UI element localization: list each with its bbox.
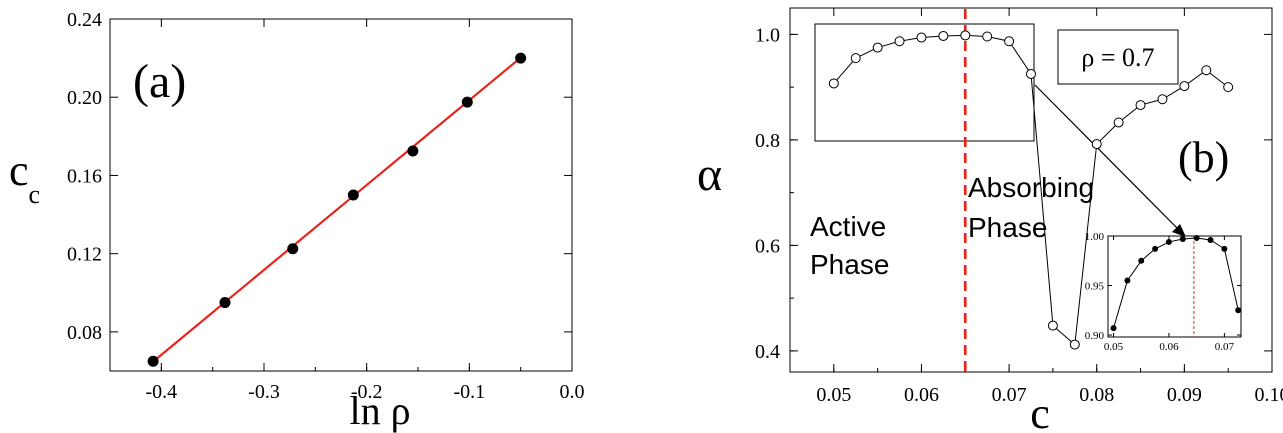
data-point (982, 31, 993, 42)
inset-data-point (1124, 277, 1131, 284)
data-point (147, 355, 159, 367)
panel-b-series (828, 30, 1234, 350)
absorbing-phase-label-2: Phase (968, 212, 1047, 243)
panel-b-frame (789, 7, 1273, 373)
inset-data-point (1207, 236, 1214, 243)
data-point (1201, 65, 1212, 76)
zoom-box (814, 23, 1035, 142)
rho-box (1057, 29, 1179, 85)
panel-a-x-tick-label: -0.2 (351, 381, 383, 403)
rho-label: ρ = 0.7 (1081, 43, 1154, 72)
panel-b-y-tick-label: 0.6 (755, 235, 780, 257)
data-point (872, 42, 883, 53)
panel-a-x-tick-label: 0.0 (560, 381, 585, 403)
data-point (1179, 81, 1190, 92)
panel-a-ylabel: cc (9, 146, 40, 209)
data-point (1026, 68, 1036, 79)
panel-a-x-tick-label: -0.3 (248, 381, 280, 403)
inset-x-tick-label: 0.06 (1159, 341, 1179, 353)
panel-a-ylabel-sub: c (29, 180, 41, 209)
inset-ticks: 0.05 0.06 0.07 0.90 0.95 1.00 (1085, 231, 1241, 353)
panel-b-y-tick-label: 1.0 (755, 24, 780, 46)
panel-a-ylabel-main: c (9, 146, 29, 195)
active-phase-label-1: Active (810, 211, 886, 242)
data-point (1091, 139, 1102, 150)
panel-b-x-tick-label: 0.10 (1255, 384, 1283, 406)
data-point (1069, 339, 1080, 350)
active-phase-label-2: Phase (810, 249, 889, 280)
panel-b-x-tick-label: 0.07 (992, 384, 1027, 406)
inset-data-point (1235, 307, 1242, 314)
inset-y-tick-label: 0.95 (1085, 280, 1105, 292)
inset-x-tick-label: 0.07 (1215, 341, 1235, 353)
data-point (828, 78, 839, 89)
panel-b-y-tick-label: 0.8 (755, 130, 780, 152)
panel-b-xlabel: c (1030, 389, 1050, 433)
panel-a-xlabel: ln ρ (349, 388, 410, 433)
data-point (1223, 82, 1234, 93)
panel-a-frame (109, 18, 573, 372)
panel-a-chart: -0.4 -0.3 -0.2 -0.1 0.00.080.120.160.200.24 … (9, 9, 585, 433)
inset-data-point (1152, 245, 1159, 252)
panel-b-chart: 0.05 0.06 0.07 0.08 0.09 0.10 0.4 0.6 0.8 1.0 ρ =… (697, 7, 1283, 433)
inset-data-point (1221, 245, 1228, 252)
panel-a-y-tick-label: 0.08 (67, 322, 102, 344)
panel-a-ticks: -0.4 -0.3 -0.2 -0.1 0.0 0.08 0.12 0.16 0.20 0.24 (67, 9, 585, 403)
inset-data-point (1179, 235, 1186, 242)
data-point (1113, 117, 1124, 128)
panel-a-points (147, 52, 527, 367)
inset-data-point (1165, 238, 1172, 245)
inset-data-point (1193, 234, 1200, 241)
panel-b-ylabel: α (697, 148, 722, 201)
data-point (1047, 320, 1058, 331)
panel-b-ticks: 0.05 0.06 0.07 0.08 0.09 0.10 0.4 0.6 0.8 1.0 (755, 8, 1283, 406)
data-point (960, 30, 971, 41)
panel-a-y-tick-label: 0.24 (67, 9, 102, 31)
panel-a-x-tick-label: -0.4 (145, 381, 177, 403)
panel-b-label: (b) (1178, 133, 1229, 182)
inset-series-line (1113, 237, 1239, 329)
inset-x-tick-label: 0.05 (1104, 341, 1124, 353)
panel-a-y-tick-label: 0.12 (67, 244, 102, 266)
data-point (219, 297, 231, 309)
inset-data-point (1138, 257, 1145, 264)
absorbing-phase-label-1: Absorbing (968, 172, 1094, 203)
data-point (461, 96, 473, 108)
data-point (347, 189, 359, 201)
data-point (515, 52, 527, 64)
data-point (850, 53, 861, 64)
inset-series (1110, 234, 1242, 332)
inset-y-tick-label: 1.00 (1085, 231, 1105, 243)
data-point (1135, 100, 1146, 111)
data-point (916, 32, 927, 43)
data-point (287, 243, 299, 255)
panel-b-x-tick-label: 0.09 (1167, 384, 1202, 406)
inset-y-tick-label: 0.90 (1085, 330, 1105, 342)
data-point (407, 145, 419, 157)
panel-b-x-tick-label: 0.05 (816, 384, 851, 406)
panel-a-y-tick-label: 0.16 (67, 165, 102, 187)
panel-b-x-tick-label: 0.06 (904, 384, 939, 406)
data-point (938, 30, 949, 41)
inset-frame (1107, 235, 1242, 338)
data-point (1004, 36, 1015, 47)
panel-a-label: (a) (133, 55, 186, 108)
zoom-arrow-head (1172, 224, 1186, 237)
panel-b-y-tick-label: 0.4 (755, 341, 780, 363)
panel-a-y-tick-label: 0.20 (67, 87, 102, 109)
fit-line (152, 56, 522, 363)
data-point (1157, 94, 1168, 105)
zoom-arrow (1034, 84, 1179, 230)
panel-b-x-tick-label: 0.08 (1079, 384, 1114, 406)
inset-chart: 0.05 0.06 0.07 0.90 0.95 1.00 (1085, 231, 1242, 353)
inset-data-point (1110, 325, 1117, 332)
panel-a-x-tick-label: -0.1 (453, 381, 485, 403)
data-point (894, 36, 905, 47)
